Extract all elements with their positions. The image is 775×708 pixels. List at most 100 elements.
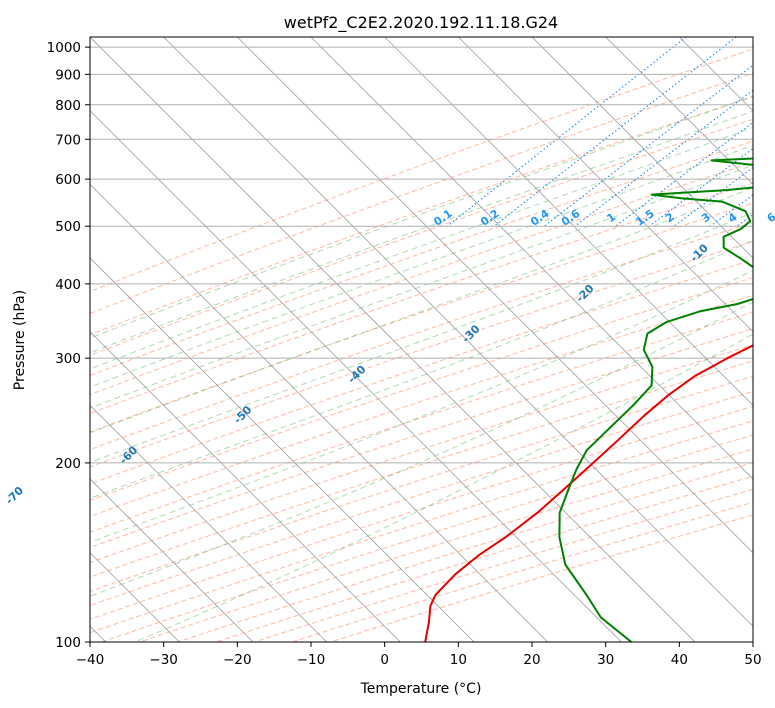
mixing-ratio-label: 0.4	[528, 207, 552, 229]
dewpoint-profile-line	[558, 157, 753, 642]
dry-adiabat-line	[90, 311, 753, 533]
dry-adiabat-line	[90, 405, 753, 620]
x-tick-label: 50	[744, 652, 761, 668]
mixing-ratio-lines	[446, 37, 753, 227]
isotherm-line	[90, 110, 622, 642]
isotherm-line	[90, 478, 254, 642]
y-tick-label: 800	[55, 98, 81, 114]
y-tick-label: 300	[55, 351, 81, 367]
y-tick-label: 200	[55, 456, 81, 472]
x-tick-label: 20	[523, 652, 540, 668]
dry-adiabat-line	[215, 475, 753, 642]
y-tick-label: 500	[55, 219, 81, 235]
mixing-ratio-label: 1.5	[633, 207, 656, 229]
dry-adiabat-line	[90, 375, 753, 593]
isotherm-label: -70	[3, 484, 26, 507]
isotherm-line	[605, 37, 753, 185]
y-axis-ticks: 100 200 300 400 500 600 700 800 900 1000	[47, 40, 90, 651]
isotherm-line	[237, 37, 753, 554]
y-tick-label: 100	[55, 635, 81, 651]
isotherm-line	[310, 37, 753, 480]
dry-adiabat-line	[177, 462, 753, 642]
isotherm-line	[90, 37, 696, 642]
mixing-ratio-line	[446, 37, 687, 227]
isotherm-line	[752, 37, 753, 38]
isotherm-label: -40	[345, 363, 368, 386]
isotherm-label: -50	[231, 403, 254, 426]
isotherm-line	[458, 37, 753, 333]
dry-adiabat-line	[90, 96, 753, 336]
dry-adiabat-line	[292, 501, 753, 642]
y-tick-label: 900	[55, 67, 81, 83]
mixing-ratio-line	[543, 64, 753, 227]
isotherm-line	[90, 183, 548, 642]
x-tick-label: −20	[223, 652, 252, 668]
y-axis-label: Pressure (hPa)	[12, 290, 28, 390]
mixing-ratio-line	[493, 37, 737, 227]
temperature-profile-line	[424, 344, 753, 642]
moist-adiabat-line	[90, 164, 753, 409]
x-tick-label: 40	[671, 652, 688, 668]
moist-adiabat-line	[90, 186, 753, 434]
mixing-ratio-label: 0.1	[431, 207, 454, 229]
dry-adiabat-line	[90, 161, 753, 396]
dry-adiabat-line	[90, 294, 753, 518]
isotherm-line	[384, 37, 753, 406]
pressure-gridlines	[90, 46, 753, 642]
moist-adiabat-line	[90, 239, 753, 499]
dry-adiabat-line	[90, 240, 753, 468]
moist-adiabats	[90, 95, 753, 642]
x-axis-label: Temperature (°C)	[360, 681, 482, 697]
mixing-ratio-label: 1	[604, 210, 618, 225]
dry-adiabat-line	[101, 434, 753, 642]
dry-adiabats	[90, 48, 753, 642]
isotherm-line	[531, 37, 753, 259]
x-tick-label: −30	[149, 652, 178, 668]
isotherm-line	[90, 404, 327, 642]
mixing-ratio-label: 6	[765, 210, 775, 225]
x-tick-label: −40	[76, 652, 105, 668]
moist-adiabat-line	[90, 110, 753, 354]
moist-adiabat-line	[134, 333, 753, 642]
y-tick-label: 600	[55, 172, 81, 188]
mixing-ratio-labels: 0.10.20.40.611.52346810131620253036	[431, 207, 775, 229]
dry-adiabat-line	[90, 420, 753, 634]
mixing-ratio-line	[574, 89, 753, 227]
dry-adiabat-line	[90, 328, 753, 549]
dry-adiabat-line	[90, 277, 753, 501]
chart-title: wetPf2_C2E2.2020.192.11.18.G24	[284, 13, 558, 33]
moist-adiabat-line	[90, 211, 753, 463]
moist-adiabat-line	[90, 301, 753, 597]
x-tick-label: 0	[380, 652, 389, 668]
moist-adiabat-line	[90, 126, 753, 370]
isotherm-label: -20	[573, 282, 596, 305]
dry-adiabat-line	[90, 259, 753, 485]
mixing-ratio-line	[673, 166, 753, 227]
dry-adiabat-line	[90, 140, 753, 376]
isotherms	[90, 37, 753, 642]
profile-lines	[424, 157, 753, 642]
moist-adiabat-line	[90, 269, 753, 543]
mixing-ratio-label: 4	[726, 210, 740, 225]
mixing-ratio-line	[648, 147, 753, 227]
dry-adiabat-line	[90, 344, 753, 563]
dry-adiabat-line	[90, 182, 753, 415]
moist-adiabat-line	[90, 95, 753, 339]
dry-adiabat-line	[90, 202, 753, 433]
isotherm-line	[163, 37, 753, 627]
y-tick-label: 400	[55, 277, 81, 293]
dry-adiabat-line	[90, 72, 753, 315]
dry-adiabat-line	[90, 390, 753, 607]
mixing-ratio-label: 3	[699, 210, 713, 225]
y-tick-label: 1000	[47, 40, 81, 56]
dry-adiabat-line	[90, 48, 753, 293]
x-axis-ticks: −40 −30 −20 −10 0 10 20 30 40 50	[76, 642, 762, 668]
dry-adiabat-line	[90, 360, 753, 578]
x-tick-label: −10	[297, 652, 326, 668]
dry-adiabat-line	[90, 118, 753, 356]
y-tick-label: 700	[55, 132, 81, 148]
dry-adiabat-line	[139, 448, 753, 642]
x-tick-label: 30	[597, 652, 614, 668]
isotherm-line	[90, 257, 475, 642]
